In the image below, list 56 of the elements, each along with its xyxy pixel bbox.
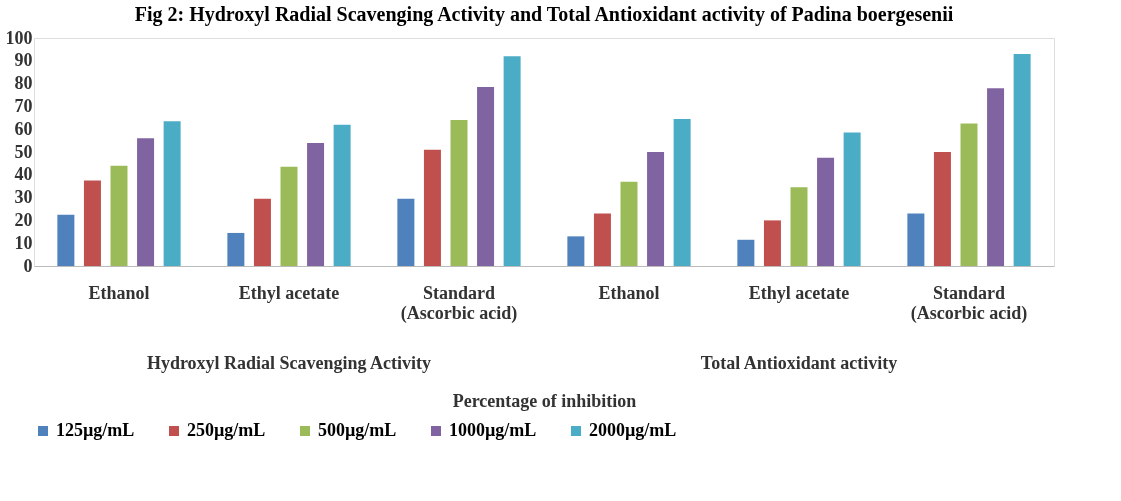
x-tick-label: Standard (Ascorbic acid) [400, 282, 518, 324]
bar [110, 165, 128, 266]
bar [673, 118, 691, 266]
bar [163, 121, 181, 266]
y-tick-label: 30 [14, 187, 33, 208]
bar [933, 152, 951, 266]
bar [593, 213, 611, 266]
bar [227, 232, 245, 266]
bar [307, 142, 325, 266]
x-tick-label: Ethanol [88, 282, 150, 303]
bar [620, 181, 638, 266]
x-tick-label: Ethyl acetate [748, 282, 850, 303]
bar [647, 152, 665, 266]
bar [253, 198, 271, 266]
legend-label: 2000µg/mL [589, 420, 677, 440]
bar [137, 138, 155, 266]
bar [960, 123, 978, 266]
x-tick-label: Ethyl acetate [238, 282, 340, 303]
y-tick-label: 50 [14, 141, 33, 162]
bar [280, 166, 298, 266]
bar [57, 214, 75, 266]
legend-label: 125µg/mL [56, 420, 135, 440]
y-tick-label: 80 [14, 73, 33, 94]
bar [737, 239, 755, 266]
bar [843, 132, 861, 266]
bar [1013, 53, 1031, 266]
bar [397, 198, 415, 266]
chart-title: Fig 2: Hydroxyl Radial Scavenging Activity and Total Antioxidant activity of Padina boergesenii [134, 3, 954, 26]
y-tick-label: 60 [14, 118, 33, 139]
x-tick-label: Standard (Ascorbic acid) [910, 282, 1028, 324]
y-tick-label: 40 [14, 164, 33, 185]
y-tick-label: 0 [23, 255, 33, 276]
bar [817, 157, 835, 266]
x-axis-title: Percentage of inhibition [452, 390, 637, 411]
legend-label: 500µg/mL [318, 420, 397, 440]
y-tick-label: 100 [5, 27, 33, 48]
bar [83, 180, 101, 266]
bar [333, 124, 351, 266]
legend-label: 250µg/mL [187, 420, 266, 440]
bar [907, 213, 925, 266]
legend-label: 1000µg/mL [449, 420, 537, 440]
bar [477, 87, 495, 266]
bar [423, 149, 441, 266]
y-tick-label: 90 [14, 50, 33, 71]
bar [503, 56, 521, 266]
text: Total Antioxidant activity [700, 353, 898, 373]
text: Hydroxyl Radial Scavenging Activity [146, 353, 432, 373]
bar [450, 120, 468, 266]
bar [790, 187, 808, 266]
y-tick-label: 20 [14, 209, 33, 230]
x-tick-label: Ethanol [598, 282, 660, 303]
bar [567, 236, 585, 266]
bar [987, 88, 1005, 266]
y-tick-label: 70 [14, 95, 33, 116]
bar [763, 220, 781, 266]
y-tick-label: 10 [14, 232, 33, 253]
